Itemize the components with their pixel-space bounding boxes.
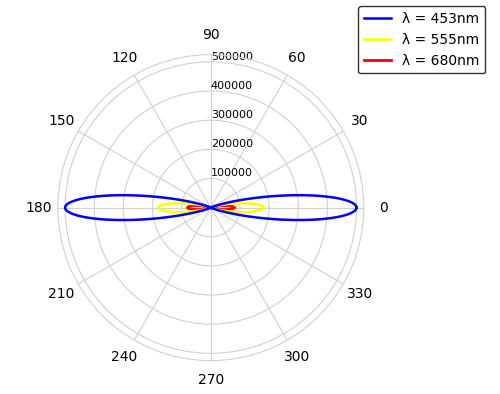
λ = 555nm xyxy=(208,205,214,210)
λ = 680nm xyxy=(208,205,214,210)
λ = 680nm xyxy=(208,205,214,210)
λ = 555nm xyxy=(182,201,188,206)
λ = 680nm xyxy=(196,203,202,208)
λ = 680nm xyxy=(212,206,218,211)
λ = 555nm xyxy=(260,205,266,210)
λ = 453nm xyxy=(136,193,142,198)
Line: λ = 453nm: λ = 453nm xyxy=(65,195,356,220)
Legend: λ = 453nm, λ = 555nm, λ = 680nm: λ = 453nm, λ = 555nm, λ = 680nm xyxy=(358,6,486,73)
λ = 680nm xyxy=(209,206,215,210)
λ = 555nm xyxy=(216,208,222,212)
λ = 453nm xyxy=(215,208,221,212)
λ = 453nm xyxy=(354,205,360,210)
λ = 680nm xyxy=(231,205,237,210)
Line: λ = 680nm: λ = 680nm xyxy=(188,206,234,210)
λ = 555nm xyxy=(210,206,216,211)
λ = 680nm xyxy=(231,205,237,210)
λ = 453nm xyxy=(208,205,214,210)
λ = 453nm xyxy=(208,205,214,210)
λ = 555nm xyxy=(260,205,266,210)
λ = 680nm xyxy=(208,205,214,210)
Line: λ = 555nm: λ = 555nm xyxy=(158,203,264,212)
λ = 453nm xyxy=(354,205,360,210)
λ = 680nm xyxy=(208,205,214,210)
λ = 555nm xyxy=(208,205,214,210)
λ = 453nm xyxy=(232,212,238,217)
λ = 555nm xyxy=(208,205,214,210)
λ = 555nm xyxy=(208,205,214,210)
λ = 453nm xyxy=(208,205,214,210)
λ = 453nm xyxy=(208,205,214,210)
